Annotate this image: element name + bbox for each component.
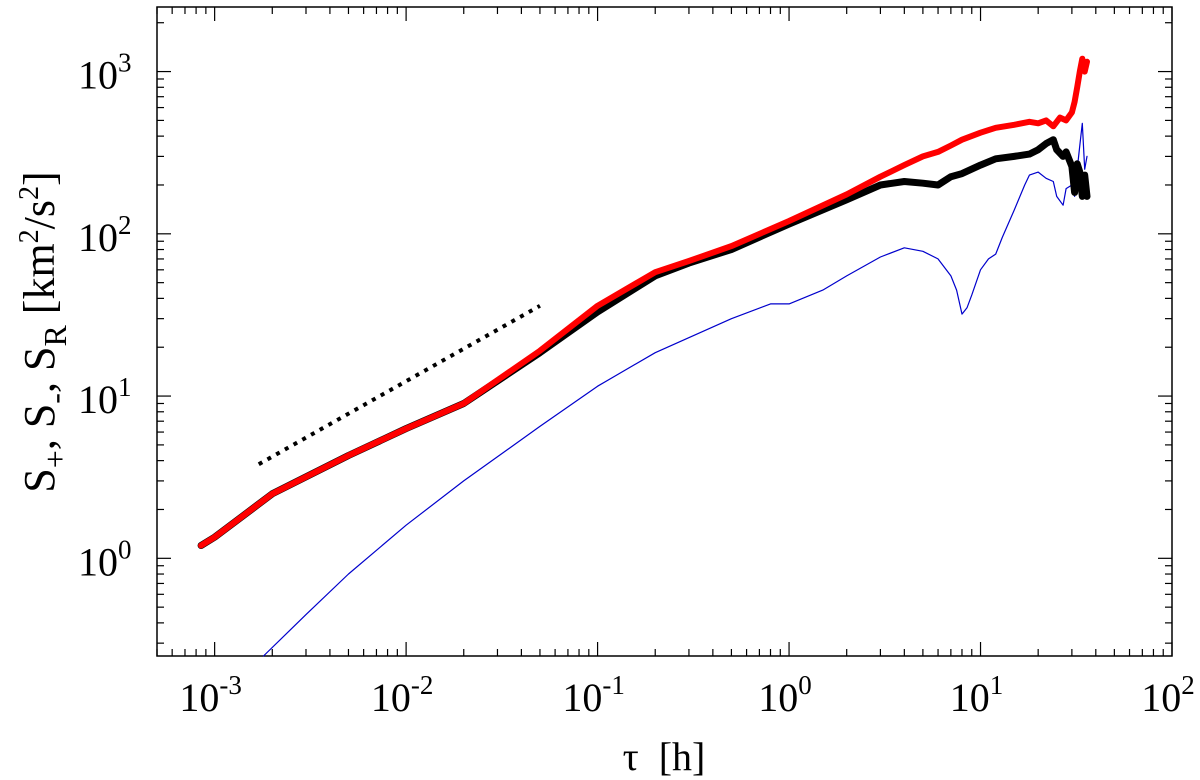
x-tick-label: 10-2	[371, 670, 434, 720]
y-label-unit-sup2: 2	[14, 186, 45, 200]
minor-ticks	[156, 7, 1172, 656]
y-label-unit-open: [km	[15, 243, 64, 325]
y-tick-base: 10	[78, 53, 118, 98]
reference-slope-line	[257, 304, 541, 466]
y-label-sep1: ,	[15, 428, 64, 450]
y-tick-label: 101	[78, 372, 132, 422]
y-label-s-plus: S	[15, 468, 64, 492]
x-tick-label: 101	[950, 670, 1004, 720]
plot-frame	[156, 6, 1173, 657]
x-tick-exponent: -3	[219, 670, 242, 700]
x-tick-exponent: 2	[1181, 670, 1195, 700]
y-label-unit-mid: /s	[15, 200, 64, 229]
x-tick-base: 10	[758, 675, 798, 720]
y-label-s-minus: S	[15, 404, 64, 428]
y-tick-exponent: 0	[118, 534, 132, 564]
series-line-s-r	[262, 122, 1088, 657]
x-tick-exponent: 0	[798, 670, 812, 700]
x-tick-label: 100	[758, 670, 812, 720]
y-tick-exponent: 2	[118, 210, 132, 240]
y-tick-label: 100	[78, 534, 132, 584]
y-tick-exponent: 1	[118, 372, 132, 402]
x-tick-base: 10	[562, 675, 602, 720]
x-tick-base: 10	[950, 675, 990, 720]
x-axis-symbol: τ	[623, 734, 639, 779]
x-tick-exponent: 1	[990, 670, 1004, 700]
y-tick-exponent: 3	[118, 48, 132, 78]
y-tick-label: 103	[78, 48, 132, 98]
y-tick-base: 10	[78, 215, 118, 260]
x-tick-base: 10	[371, 675, 411, 720]
y-label-s-r-sub: R	[37, 325, 73, 347]
x-tick-label: 10-3	[179, 670, 242, 720]
y-label-sep2: ,	[15, 371, 64, 393]
y-tick-label: 102	[78, 210, 132, 260]
x-tick-label: 10-1	[562, 670, 625, 720]
x-tick-base: 10	[1141, 675, 1181, 720]
x-axis-unit: [h]	[659, 734, 706, 779]
y-axis-label: S+, S-, SR [km2/s2]	[14, 171, 73, 492]
x-tick-label: 102	[1141, 670, 1195, 720]
x-tick-labels: 10-3 10-2 10-1 100 101 102	[179, 670, 1194, 720]
x-tick-exponent: -2	[411, 670, 434, 700]
x-tick-base: 10	[179, 675, 219, 720]
major-ticks	[157, 7, 1173, 656]
series-line-s-plus	[197, 136, 1091, 549]
x-tick-exponent: -1	[602, 670, 625, 700]
series-group	[197, 55, 1091, 657]
y-label-unit-sup1: 2	[14, 229, 45, 243]
y-label-s-r: S	[15, 347, 64, 371]
y-tick-base: 10	[78, 539, 118, 584]
y-label-s-plus-sub: +	[37, 450, 73, 468]
y-tick-base: 10	[78, 377, 118, 422]
y-label-unit-close: ]	[15, 171, 64, 186]
series-line-s-minus	[198, 55, 1090, 549]
y-label-s-minus-sub: -	[37, 393, 73, 404]
x-axis-label: τ [h]	[623, 734, 706, 779]
